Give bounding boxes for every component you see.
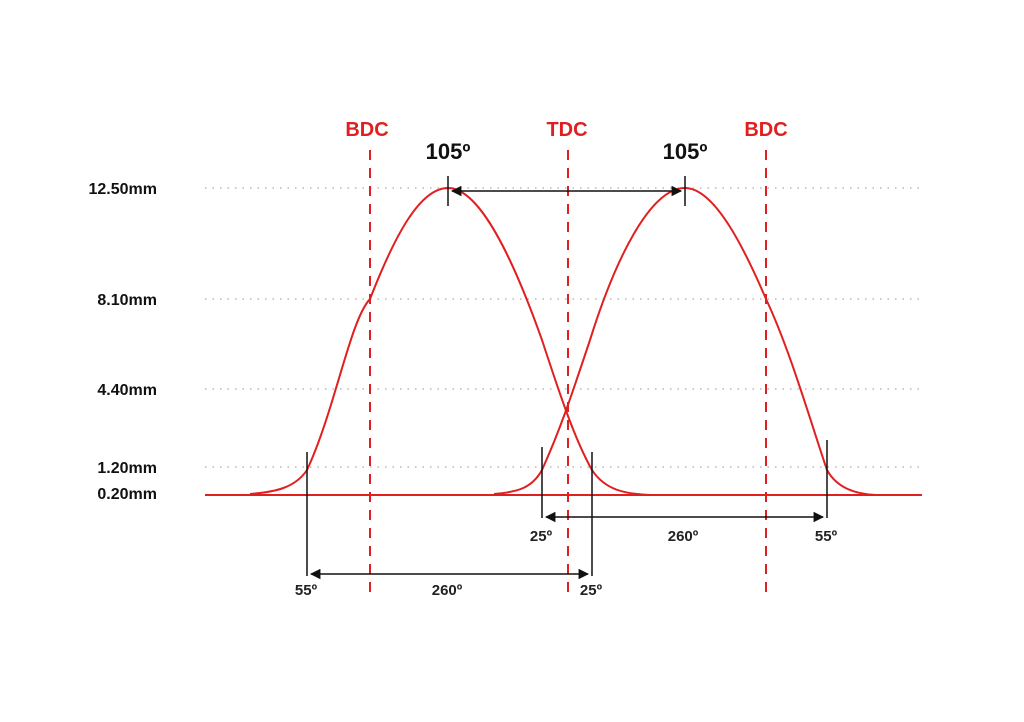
exhaust-close-angle: 55º	[815, 528, 838, 545]
lift-label-1-20: 1.20mm	[97, 460, 157, 477]
lift-label-12-50: 12.50mm	[89, 181, 158, 198]
exhaust-lift-curve	[493, 186, 877, 496]
tdc-label: TDC	[546, 119, 587, 141]
position-markers	[369, 150, 767, 592]
lobe-angle-left: 105º	[426, 139, 471, 164]
lift-label-4-40: 4.40mm	[97, 382, 157, 399]
intake-duration-angle: 260º	[432, 582, 463, 599]
lift-label-8-10: 8.10mm	[97, 292, 157, 309]
lobe-separation-annotation	[447, 176, 686, 206]
bdc-label-right: BDC	[744, 119, 787, 141]
lift-label-0-20: 0.20mm	[97, 486, 157, 503]
exhaust-duration-angle: 260º	[668, 528, 699, 545]
intake-close-angle: 25º	[580, 582, 603, 599]
lobe-angle-right: 105º	[663, 139, 708, 164]
intake-open-angle: 55º	[295, 582, 318, 599]
exhaust-open-angle: 25º	[530, 528, 553, 545]
intake-duration-annotation	[306, 452, 593, 580]
bdc-label-left: BDC	[345, 119, 388, 141]
exhaust-duration-annotation	[541, 440, 828, 523]
lift-labels: 12.50mm 8.10mm 4.40mm 1.20mm 0.20mm	[89, 181, 158, 503]
